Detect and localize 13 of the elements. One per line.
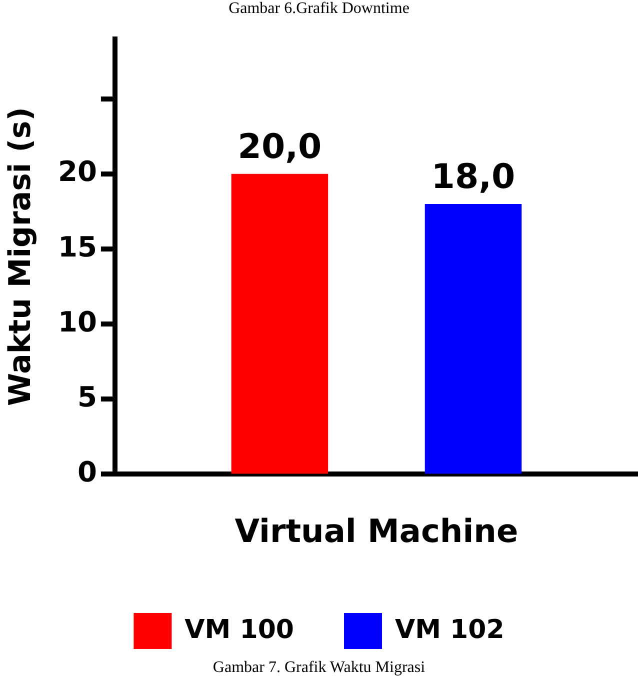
data-label: 18,0: [431, 156, 516, 197]
y-tick-label: 0: [77, 455, 97, 488]
y-tick-label: 15: [58, 230, 97, 264]
y-tick-label: 10: [58, 305, 97, 338]
legend-label: VM 100: [184, 614, 294, 645]
y-axis-title: Waktu Migrasi (s): [2, 107, 38, 406]
y-tick-label: 5: [77, 380, 97, 414]
text: Gambar 6.Grafik Downtime: [228, 0, 410, 18]
text: Gambar 7. Grafik Waktu Migrasi: [212, 659, 426, 677]
legend-label: VM 102: [395, 614, 504, 645]
x-axis-title: Virtual Machine: [234, 512, 518, 550]
y-tick-label: 20: [58, 155, 97, 188]
data-label: 20,0: [238, 126, 322, 167]
